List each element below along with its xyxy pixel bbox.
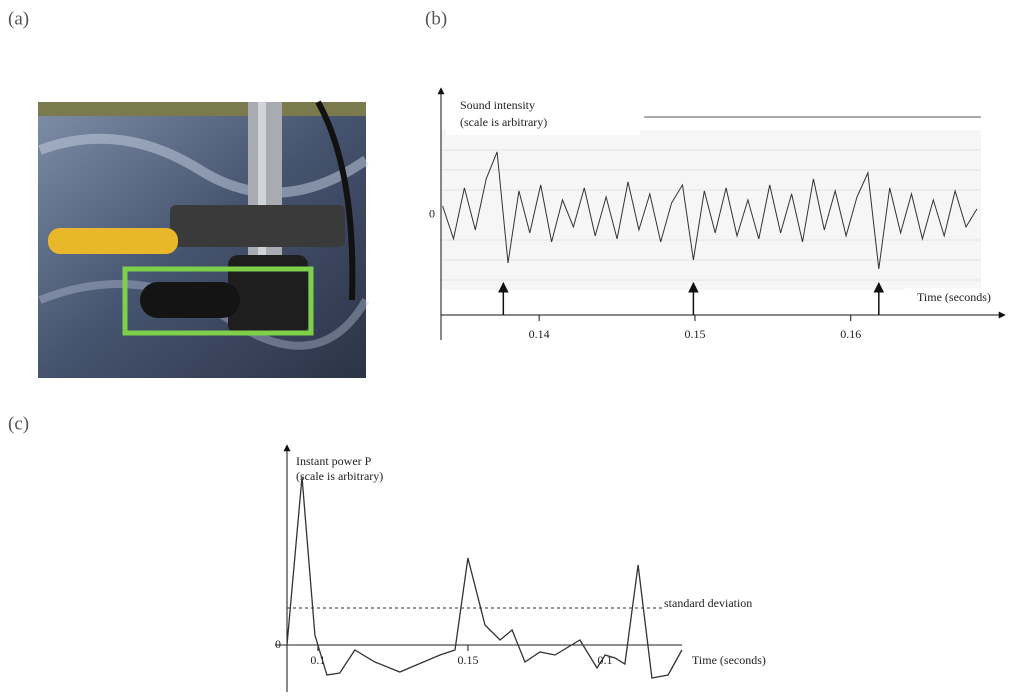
- label-box: [446, 95, 640, 135]
- x-label: Time (seconds): [692, 653, 766, 667]
- x-tick-label: 0.15: [457, 653, 478, 667]
- y-tick-label: 0: [275, 637, 281, 651]
- signal-line: [442, 151, 978, 269]
- signal-line: [286, 476, 683, 679]
- panel-label: (a): [8, 8, 29, 29]
- panel-label: (b): [425, 8, 447, 29]
- x-label: Time (seconds): [917, 290, 991, 304]
- signal-grid: [441, 116, 981, 290]
- x-tick-label: 0.14: [529, 327, 550, 341]
- y-tick-label: 0: [429, 207, 435, 221]
- panel-label: (c): [8, 413, 29, 434]
- y-label: (scale is arbitrary): [296, 469, 383, 483]
- threshold-label: standard deviation: [664, 596, 752, 610]
- x-tick-label: 0.15: [684, 327, 705, 341]
- label-box: [905, 288, 1010, 308]
- y-label: (scale is arbitrary): [460, 115, 547, 129]
- y-label: Sound intensity: [460, 98, 535, 112]
- photo: [38, 100, 370, 378]
- y-label: Instant power P: [296, 454, 372, 468]
- x-tick-label: 0.16: [840, 327, 861, 341]
